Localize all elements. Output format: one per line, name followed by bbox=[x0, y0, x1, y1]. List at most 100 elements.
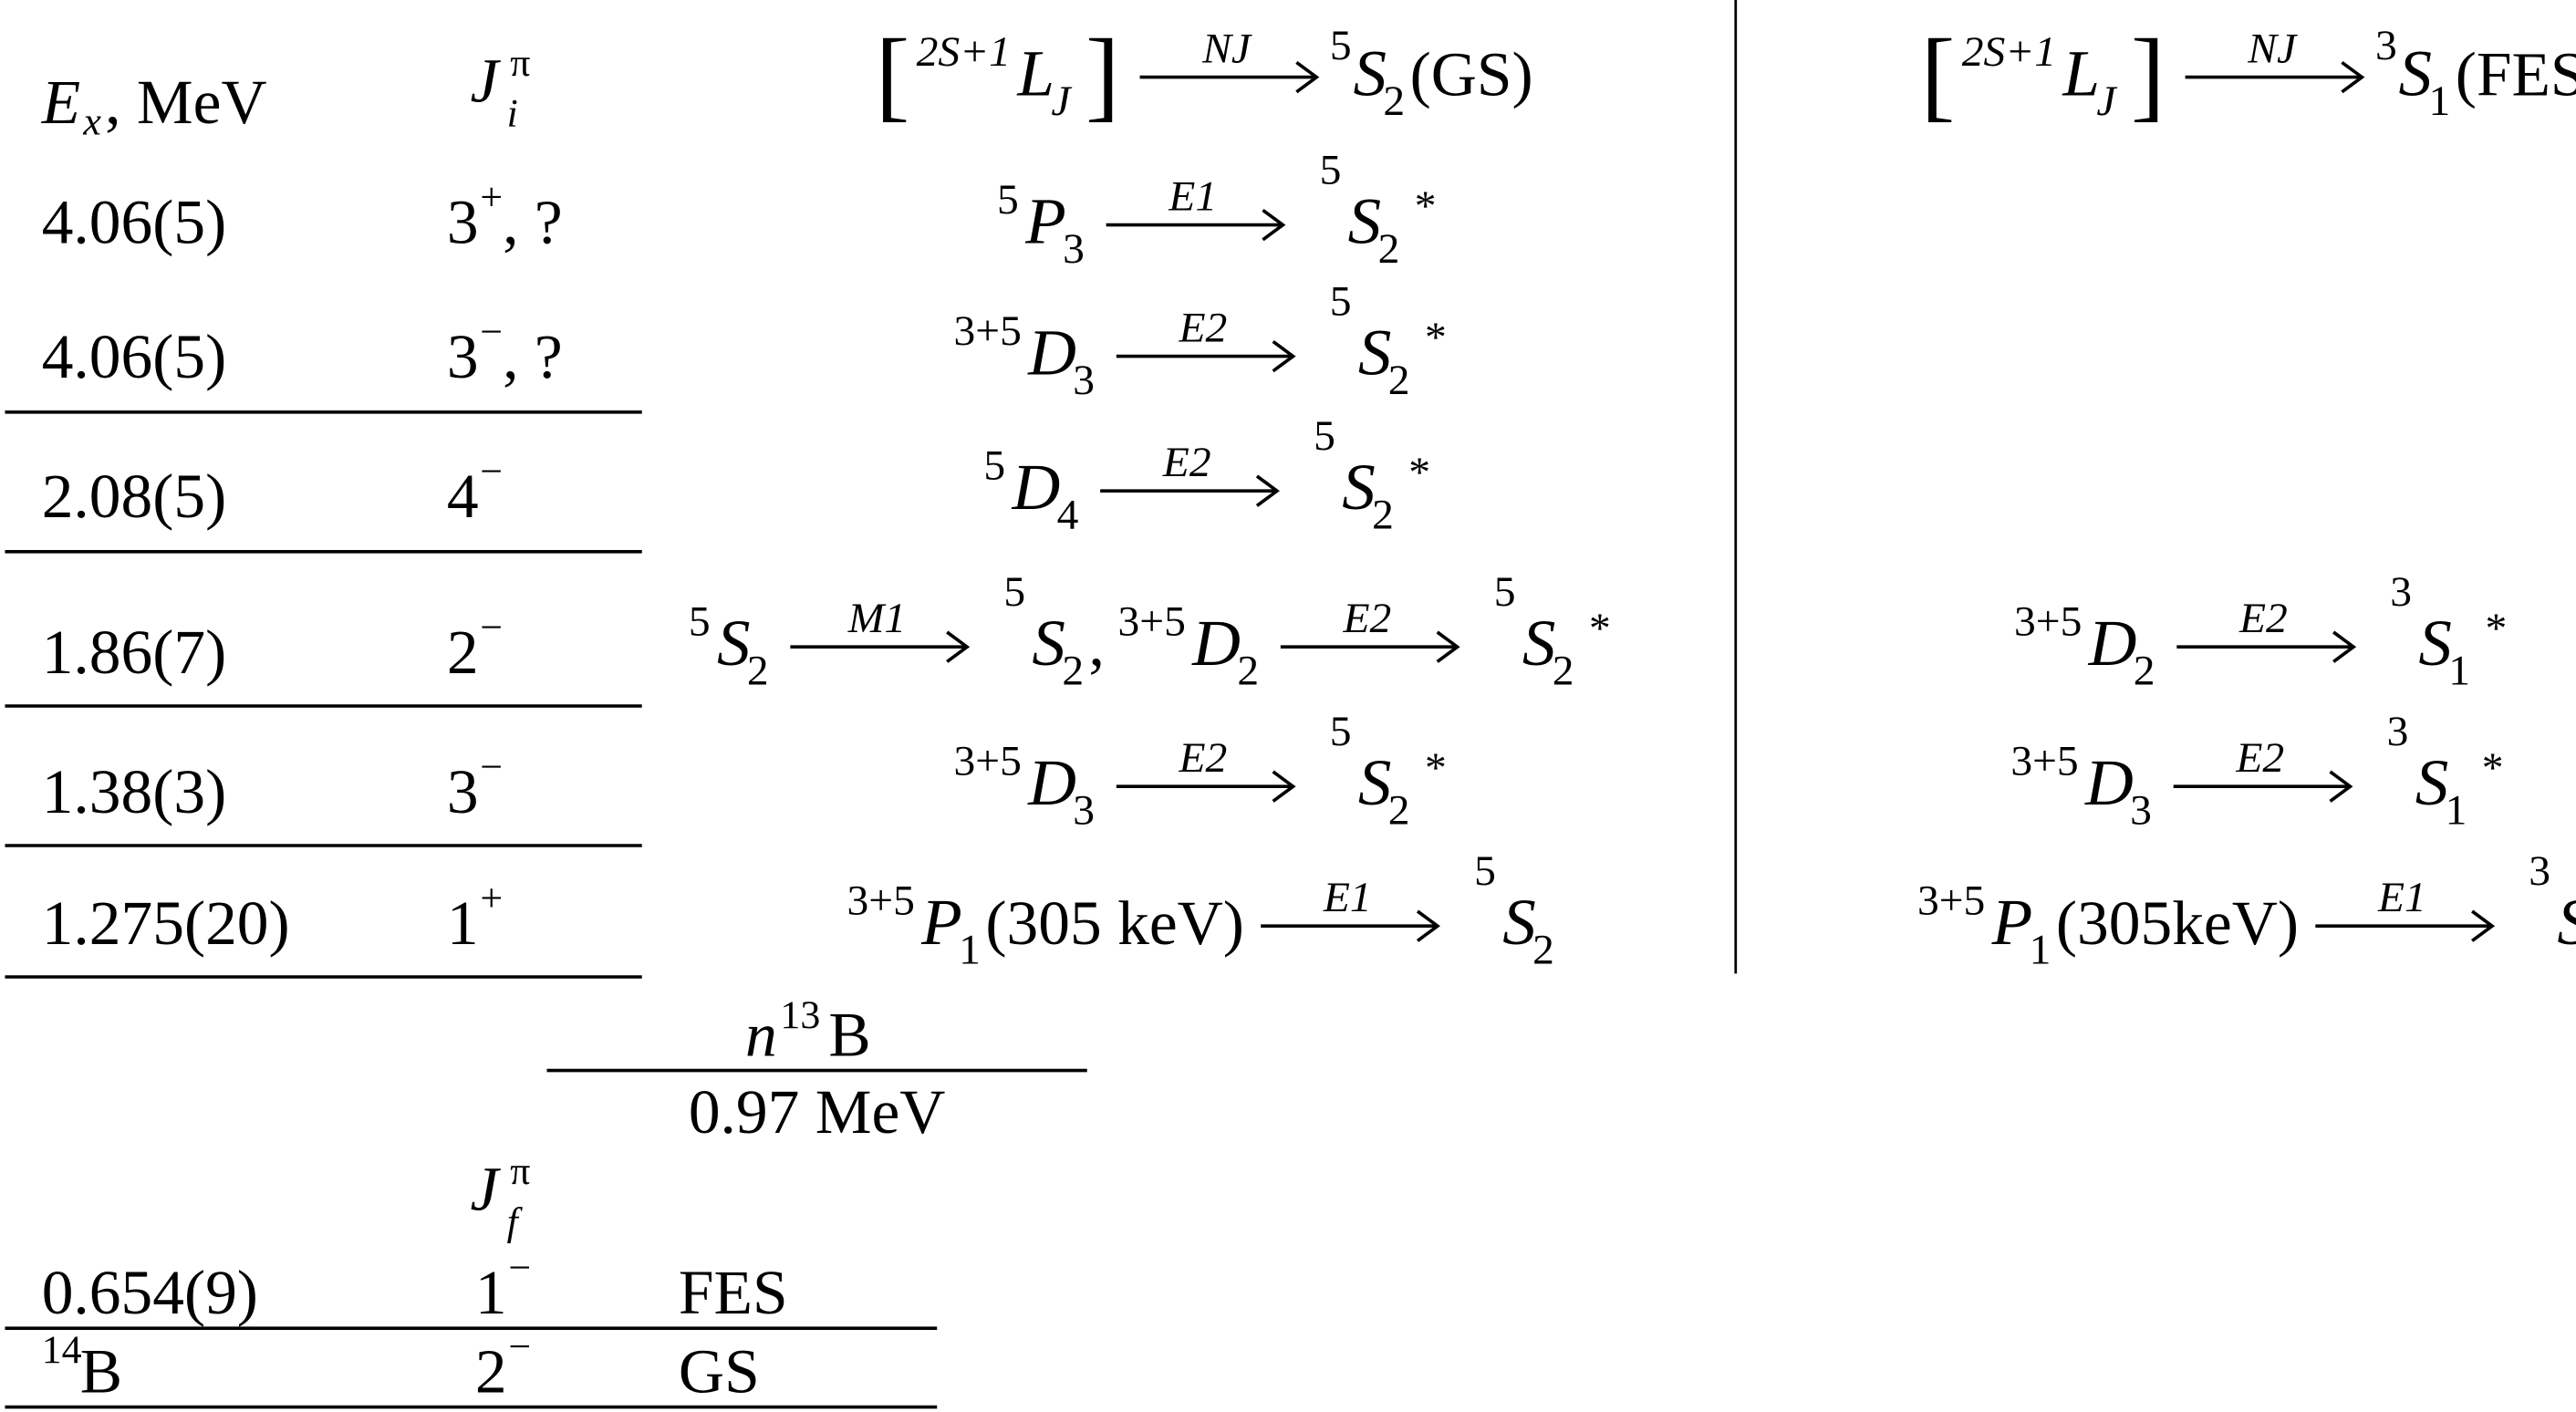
multipolarity-label: E2 bbox=[2235, 734, 2284, 782]
term-symbol: S bbox=[2399, 36, 2433, 109]
nucleus-mass-number: 14 bbox=[42, 1328, 82, 1372]
term-multiplicity: 5 bbox=[1003, 569, 1025, 617]
term-j: 2 bbox=[1553, 648, 1574, 695]
spin-symbol: J bbox=[470, 47, 501, 115]
term-j: 2 bbox=[1237, 648, 1259, 695]
term-symbol: L bbox=[1016, 36, 1054, 109]
fes-name: FES bbox=[679, 1258, 788, 1326]
level-parity: − bbox=[480, 606, 503, 649]
term-symbol: P bbox=[1024, 184, 1066, 257]
term-symbol: D bbox=[1191, 607, 1241, 680]
term-j: 1 bbox=[2448, 648, 2470, 695]
term-j: J bbox=[2096, 78, 2117, 125]
term-j: 2 bbox=[747, 648, 769, 695]
term-suffix: , bbox=[1089, 609, 1105, 678]
term-symbol: S bbox=[1502, 886, 1536, 959]
term-asterisk: * bbox=[1589, 605, 1611, 652]
term-multiplicity: 3+5 bbox=[2014, 598, 2082, 646]
term-multiplicity: 3 bbox=[2375, 22, 2397, 69]
term-multiplicity: 5 bbox=[1330, 278, 1352, 326]
term-multiplicity: 2S+1 bbox=[917, 28, 1011, 76]
initial-subscript: i bbox=[507, 92, 518, 136]
bracket-right: ] bbox=[1085, 19, 1120, 131]
spectroscopic-term: 5 S2 (GS) bbox=[1330, 22, 1533, 125]
spectroscopic-term: 5 P3 bbox=[997, 176, 1085, 273]
arrowhead-icon bbox=[1262, 208, 1286, 242]
fes-energy: 0.654(9) bbox=[42, 1258, 258, 1326]
multipolarity-label: E2 bbox=[2238, 595, 2288, 642]
final-spin-column-header: J π f bbox=[470, 1149, 530, 1243]
fes-spin: 1 bbox=[475, 1258, 507, 1326]
spectroscopic-term: 5S2 * bbox=[1330, 278, 1447, 404]
term-symbol: S bbox=[1348, 184, 1382, 257]
term-multiplicity: 3+5 bbox=[1118, 598, 1186, 646]
term-j: 2 bbox=[1388, 357, 1410, 404]
parity-superscript: π bbox=[510, 1149, 530, 1193]
term-multiplicity: 3+5 bbox=[1917, 877, 1985, 925]
term-j: 2 bbox=[1372, 492, 1394, 539]
initial-level-row: 1.86(7) 2− bbox=[5, 606, 642, 708]
term-j: 3 bbox=[1073, 787, 1095, 835]
term-symbol: S bbox=[1358, 746, 1392, 819]
threshold-energy: 0.97 MeV bbox=[689, 1077, 946, 1146]
term-symbol: D bbox=[1027, 316, 1076, 389]
spectroscopic-term: 3+5 D3 bbox=[954, 307, 1096, 404]
term-multiplicity: 5 bbox=[1494, 569, 1516, 617]
term-asterisk: * bbox=[2485, 605, 2507, 652]
level-energy: 1.275(20) bbox=[42, 888, 290, 957]
term-multiplicity: 5 bbox=[1330, 709, 1352, 756]
gs-spin: 2 bbox=[475, 1337, 507, 1406]
level-parity: − bbox=[480, 745, 503, 789]
spectroscopic-term: 5S2 * bbox=[1330, 709, 1447, 835]
term-symbol: S bbox=[2418, 607, 2452, 680]
spectroscopic-term: 3S1 bbox=[2529, 848, 2576, 959]
arrowhead-icon bbox=[1272, 770, 1296, 803]
spectroscopic-term: 3S1(FES) bbox=[2375, 22, 2576, 125]
final-level-fes: 0.654(9) 1 − FES bbox=[5, 1246, 938, 1330]
term-multiplicity: 5 bbox=[983, 442, 1005, 490]
spectroscopic-term: 3S1 * bbox=[2387, 709, 2504, 835]
arrowhead-icon bbox=[2332, 630, 2357, 663]
transition: 3+5P1(305keV)E13S1 bbox=[1917, 848, 2576, 974]
level-spin: 3 bbox=[447, 188, 479, 256]
initial-level-row: 4.06(5) 3−, ? bbox=[5, 310, 642, 414]
term-j: 2 bbox=[1378, 225, 1400, 273]
level-parity: + bbox=[480, 176, 503, 220]
term-suffix: (GS) bbox=[1410, 40, 1533, 109]
threshold-neutron: n bbox=[745, 1001, 777, 1069]
multipolarity-label: E2 bbox=[1343, 595, 1392, 642]
term-symbol: S bbox=[1358, 316, 1392, 389]
final-level-gs: 14 B 2 − GS bbox=[5, 1325, 938, 1409]
arrowhead-icon bbox=[1436, 630, 1460, 663]
arrowhead-icon bbox=[2329, 770, 2353, 803]
term-symbol: S bbox=[2557, 886, 2576, 959]
spectroscopic-term: 3S1 * bbox=[2390, 569, 2507, 695]
transition: [2S+1LJ] NJ 3S1(FES) bbox=[1921, 19, 2576, 131]
term-j: 3 bbox=[2130, 787, 2152, 835]
term-j: 2 bbox=[1532, 927, 1554, 974]
initial-level-row: 1.275(20) 1 + bbox=[5, 877, 642, 979]
final-subscript: f bbox=[507, 1200, 524, 1244]
nucleus-element: B bbox=[80, 1337, 122, 1406]
term-multiplicity: 2S+1 bbox=[1962, 28, 2056, 76]
transition: 3+5 D3 E2 5S2 * bbox=[954, 278, 1447, 404]
term-symbol: S bbox=[717, 607, 751, 680]
multipolarity-label: M1 bbox=[847, 595, 906, 642]
multipolarity-label: E1 bbox=[1323, 874, 1372, 921]
term-symbol: D bbox=[2088, 607, 2137, 680]
bracket-right: ] bbox=[2131, 19, 2166, 131]
term-asterisk: * bbox=[1425, 744, 1447, 792]
term-asterisk: * bbox=[1415, 183, 1437, 231]
multipolarity-label: E2 bbox=[1178, 734, 1227, 782]
arrowhead-icon bbox=[946, 630, 971, 663]
parity-superscript: π bbox=[510, 41, 530, 85]
transition: [2S+1 LJ] NJ 5 S2 (GS) bbox=[876, 19, 1533, 131]
term-j: 2 bbox=[1383, 78, 1405, 125]
threshold-element: B bbox=[828, 1001, 870, 1069]
level-energy: 4.06(5) bbox=[42, 322, 227, 390]
level-energy: 1.86(7) bbox=[42, 618, 227, 686]
initial-spin-column-header: J π i bbox=[470, 41, 530, 135]
term-multiplicity: 5 bbox=[997, 176, 1019, 223]
